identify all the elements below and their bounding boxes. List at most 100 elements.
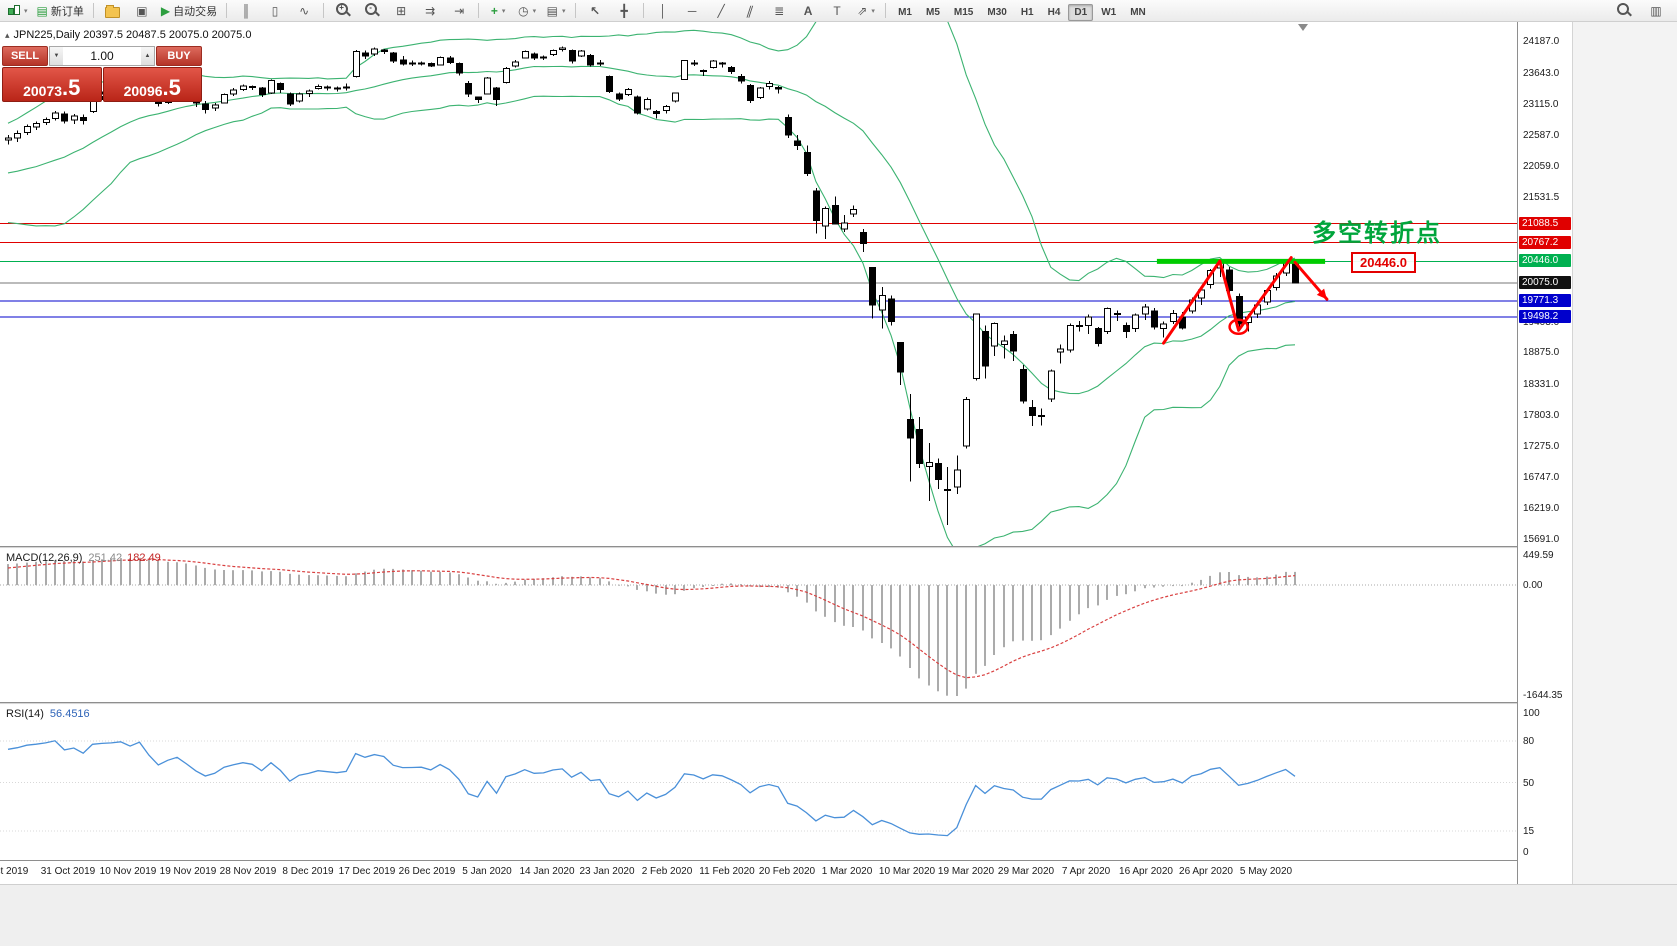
price-axis-label: 18875.0 — [1523, 347, 1560, 358]
new-order-button[interactable]: ▤ 新订单 — [33, 1, 88, 21]
timeframe-button-H1[interactable]: H1 — [1020, 6, 1034, 18]
horizontal-line-button[interactable]: ─ — [678, 1, 706, 21]
price-axis-label: 16219.0 — [1523, 503, 1560, 514]
objects-list-button[interactable]: ▥ — [1642, 1, 1670, 21]
sell-price-frac: .5 — [62, 75, 81, 101]
crosshair-button[interactable]: ╋ — [610, 1, 638, 21]
date-label: 29 Mar 2020 — [997, 866, 1055, 877]
new-order-label: 新订单 — [50, 5, 84, 18]
vertical-line-button[interactable]: │ — [649, 1, 677, 21]
price-axis[interactable]: 24187.0 23643.0 23115.0 22587.0 22059.0 21531… — [1517, 22, 1572, 884]
volume-stepper: ▼ 1.00 ▲ — [49, 46, 155, 66]
timeframe-button-M15[interactable]: M15 — [953, 6, 974, 18]
rsi-axis-label: 80 — [1523, 736, 1535, 747]
chart-shift-button[interactable]: ⇥ — [445, 1, 473, 21]
price-axis-label: 21531.5 — [1523, 192, 1560, 203]
auto-scroll-button[interactable]: ⇉ — [416, 1, 444, 21]
date-label: 17 Dec 2019 — [338, 866, 396, 877]
macd-signal-line — [7, 558, 1296, 679]
macd-canvas — [0, 557, 1517, 696]
sell-price-button[interactable]: 20073.5 — [2, 67, 102, 102]
price-chart-canvas[interactable] — [0, 22, 1517, 546]
cursor-button[interactable]: ↖ — [581, 1, 609, 21]
timeframe-button-M1[interactable]: M1 — [898, 6, 912, 18]
rsi-axis-label: 50 — [1523, 778, 1535, 789]
timeframe-button-H4[interactable]: H4 — [1047, 6, 1061, 18]
zigzag-annotation — [1162, 256, 1329, 345]
new-chart-button[interactable]: ▾ — [3, 1, 32, 21]
tile-windows-button[interactable]: ⊞ — [387, 1, 415, 21]
date-label: 1 Mar 2020 — [821, 866, 873, 877]
price-axis-label: 24187.0 — [1523, 36, 1560, 47]
date-label: 23 Jan 2020 — [579, 866, 635, 877]
one-click-collapse-icon[interactable]: ▴ — [5, 29, 10, 40]
pane-separator[interactable] — [0, 702, 1572, 705]
new-order-icon: ▤ — [36, 3, 48, 18]
chart-shift-marker-icon[interactable] — [1298, 24, 1308, 31]
date-label: 11 Feb 2020 — [699, 866, 755, 877]
autotrading-button[interactable]: ▶ 自动交易 — [157, 1, 221, 21]
indicators-button[interactable]: + ▾ — [484, 1, 512, 21]
history-center-button[interactable] — [99, 1, 127, 21]
channel-button[interactable]: ∥ — [736, 1, 764, 21]
trendline-button[interactable]: ╱ — [707, 1, 735, 21]
price-level-badge: 21088.5 — [1519, 217, 1571, 230]
zoom-out-icon: - — [364, 3, 377, 15]
buy-price-button[interactable]: 20096.5 — [102, 67, 202, 102]
rsi-label: RSI(14) 56.4516 — [6, 708, 90, 720]
buy-button[interactable]: BUY — [156, 46, 202, 66]
timeframe-button-M30[interactable]: M30 — [987, 6, 1007, 18]
tile-windows-icon: ⊞ — [396, 3, 407, 18]
fibonacci-button[interactable]: ≣ — [765, 1, 793, 21]
toolbar-separator — [478, 3, 480, 18]
date-axis-separator — [0, 860, 1572, 861]
text-button[interactable]: A — [794, 1, 822, 21]
candlestick-chart-icon: ▯ — [271, 3, 279, 18]
date-label: 2 Feb 2020 — [641, 866, 693, 877]
vline-icon: │ — [659, 3, 667, 18]
timeframe-button-M5[interactable]: M5 — [926, 6, 940, 18]
bar-chart-icon: ║ — [241, 3, 251, 18]
pane-separator[interactable] — [0, 546, 1572, 549]
volume-input[interactable]: 1.00 — [90, 49, 114, 63]
label-button[interactable]: T — [823, 1, 851, 21]
macd-axis-label: 0.00 — [1523, 580, 1543, 591]
macd-pane[interactable]: MACD(12,26,9) 251.42 182.49 — [0, 549, 1517, 702]
zoom-in-button[interactable]: + — [329, 1, 357, 21]
volume-down-button[interactable]: ▼ — [50, 47, 63, 65]
indicators-icon: + — [490, 3, 498, 18]
zoom-in-icon: + — [335, 3, 348, 15]
rsi-pane[interactable]: RSI(14) 56.4516 — [0, 705, 1517, 860]
profiles-button[interactable]: ▣ — [128, 1, 156, 21]
price-axis-label: 16747.0 — [1523, 472, 1560, 483]
volume-up-button[interactable]: ▲ — [141, 47, 154, 65]
date-label: Oct 2019 — [0, 866, 29, 877]
sell-price-main: 20073 — [23, 83, 63, 99]
templates-button[interactable]: ▤ ▾ — [542, 1, 570, 21]
timeframe-button-W1[interactable]: W1 — [1101, 6, 1117, 18]
timeframe-button-D1[interactable]: D1 — [1068, 3, 1094, 21]
date-label: 26 Dec 2019 — [398, 866, 456, 877]
zoom-out-button[interactable]: - — [358, 1, 386, 21]
bar-chart-button[interactable]: ║ — [232, 1, 260, 21]
rsi-value: 56.4516 — [49, 708, 90, 720]
toolbar: ▾ ▤ 新订单 ▣ ▶ 自动交易 ║ ▯ ∿ + - ⊞ ⇉ ⇥ + ▾ — [0, 0, 1677, 22]
timeframe-button-MN[interactable]: MN — [1130, 6, 1146, 18]
shapes-icon: ⇗ — [857, 3, 868, 18]
search-button[interactable] — [1610, 1, 1638, 21]
date-label: 5 May 2020 — [1239, 866, 1293, 877]
macd-signal-value: 182.49 — [127, 552, 161, 564]
macd-axis-label: -1644.35 — [1523, 690, 1563, 701]
price-chart-pane[interactable]: ▴ JPN225,Daily 20397.5 20487.5 20075.0 2… — [0, 22, 1517, 546]
line-chart-button[interactable]: ∿ — [290, 1, 318, 21]
shapes-button[interactable]: ⇗ ▾ — [852, 1, 880, 21]
price-axis-label: 17275.0 — [1523, 441, 1560, 452]
candlestick-chart-button[interactable]: ▯ — [261, 1, 289, 21]
templates-icon: ▤ — [546, 3, 558, 18]
new-chart-icon — [7, 4, 20, 17]
objects-icon: ▥ — [1650, 3, 1662, 18]
sell-button[interactable]: SELL — [2, 46, 48, 66]
periods-button[interactable]: ◷ ▾ — [513, 1, 541, 21]
